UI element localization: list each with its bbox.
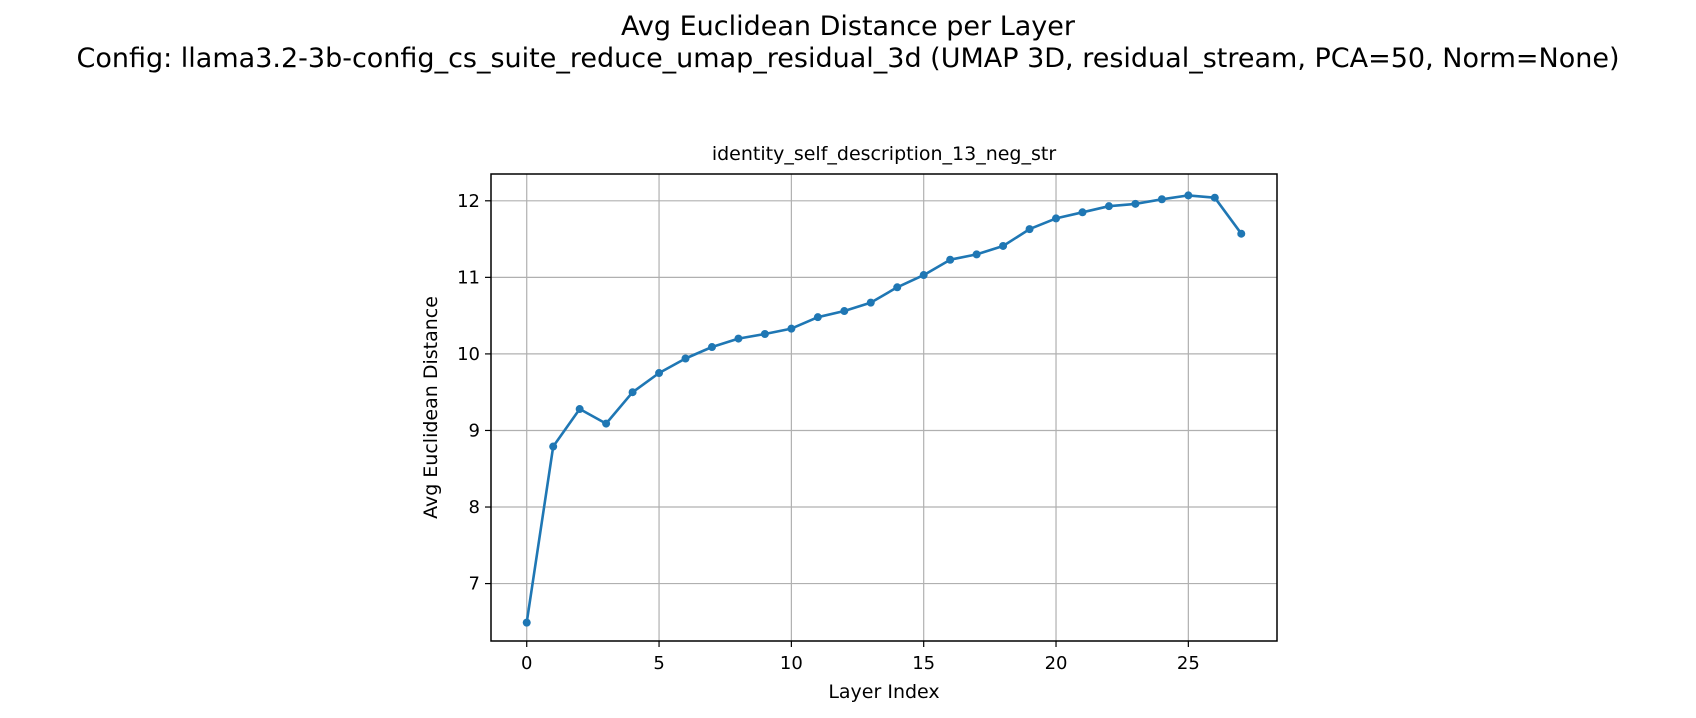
y-tick-label: 9: [469, 420, 480, 441]
data-point: [787, 324, 796, 333]
data-point: [1210, 193, 1219, 202]
data-point: [893, 283, 902, 292]
x-tick-label: 25: [1177, 653, 1200, 674]
data-point: [1025, 225, 1034, 234]
data-point: [919, 271, 928, 280]
series-layer: [522, 191, 1246, 627]
x-tick-label: 5: [653, 653, 664, 674]
data-point: [628, 388, 637, 397]
data-point: [1184, 191, 1193, 200]
data-point: [655, 369, 664, 378]
x-tick-label: 20: [1045, 653, 1068, 674]
x-axis-label: Layer Index: [828, 681, 939, 703]
data-point: [813, 313, 822, 322]
data-point: [575, 405, 584, 414]
y-tick-label: 12: [457, 191, 480, 212]
y-axis-label: Avg Euclidean Distance: [420, 296, 442, 519]
data-point: [1131, 199, 1140, 208]
data-point: [549, 442, 558, 451]
y-tick-label: 11: [457, 267, 480, 288]
series-line: [525, 194, 1243, 623]
data-point: [1078, 208, 1087, 217]
data-point: [1237, 229, 1246, 238]
data-point: [1157, 195, 1166, 204]
y-tick-label: 8: [469, 497, 480, 518]
data-point: [1104, 202, 1113, 211]
data-point: [972, 250, 981, 259]
data-point: [522, 618, 531, 627]
y-tick-label: 10: [457, 344, 480, 365]
plot-area-frame: [490, 173, 1278, 642]
y-tick-label: 7: [469, 574, 480, 595]
x-tick-label: 0: [521, 653, 532, 674]
figure-title: Avg Euclidean Distance per Layer: [621, 11, 1075, 42]
data-point: [866, 298, 875, 307]
grid-lines: [491, 174, 1277, 641]
data-point: [681, 354, 690, 363]
data-point: [1052, 214, 1061, 223]
data-point: [734, 334, 743, 343]
axis-ticks: 0 5 10 15 20 25 7 8 9 10 11 12: [457, 191, 1200, 674]
x-tick-label: 15: [912, 653, 935, 674]
data-point: [999, 241, 1008, 250]
chart-title: identity_self_description_13_neg_str: [712, 143, 1057, 165]
data-point: [707, 343, 716, 352]
data-point: [602, 419, 611, 428]
data-point: [840, 307, 849, 316]
data-point: [760, 330, 769, 339]
figure-subtitle-config: Config: llama3.2-3b-config_cs_suite_redu…: [76, 43, 1620, 74]
x-tick-label: 10: [780, 653, 803, 674]
data-point: [946, 255, 955, 264]
